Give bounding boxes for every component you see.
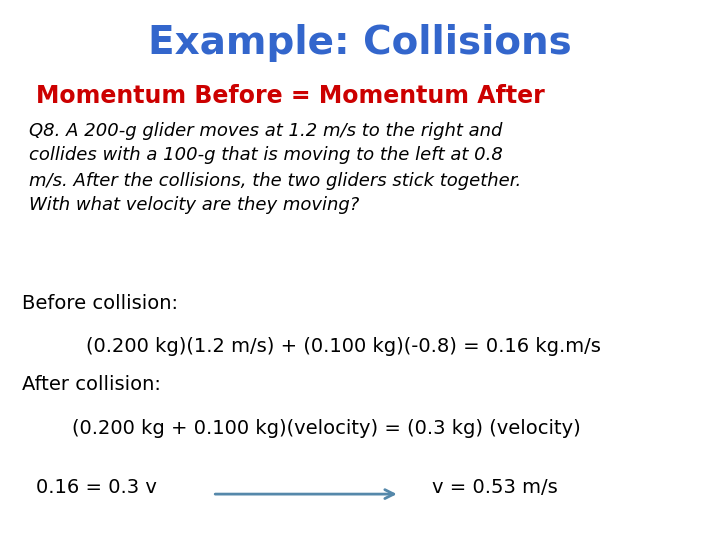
- Text: Q8. A 200-g glider moves at 1.2 m/s to the right and
collides with a 100-g that : Q8. A 200-g glider moves at 1.2 m/s to t…: [29, 122, 521, 214]
- Text: Momentum Before = Momentum After: Momentum Before = Momentum After: [36, 84, 545, 107]
- Text: Example: Collisions: Example: Collisions: [148, 24, 572, 62]
- Text: v = 0.53 m/s: v = 0.53 m/s: [432, 478, 558, 497]
- Text: (0.200 kg + 0.100 kg)(velocity) = (0.3 kg) (velocity): (0.200 kg + 0.100 kg)(velocity) = (0.3 k…: [72, 418, 581, 437]
- Text: After collision:: After collision:: [22, 375, 161, 394]
- Text: 0.16 = 0.3 v: 0.16 = 0.3 v: [36, 478, 157, 497]
- Text: (0.200 kg)(1.2 m/s) + (0.100 kg)(-0.8) = 0.16 kg.m/s: (0.200 kg)(1.2 m/s) + (0.100 kg)(-0.8) =…: [86, 338, 601, 356]
- Text: Before collision:: Before collision:: [22, 294, 178, 313]
